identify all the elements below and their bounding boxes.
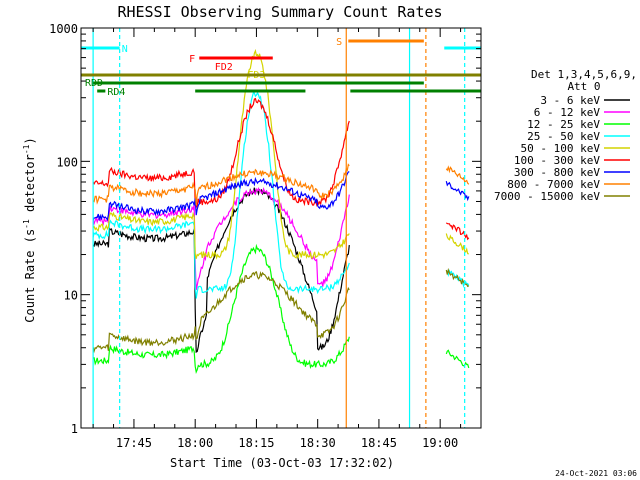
series-line <box>445 165 470 185</box>
flag-bar <box>97 89 106 93</box>
plot-area: NFFD2FD3SRDDRD4 <box>80 28 482 428</box>
x-axis: 17:45 18:00 18:15 18:30 18:45 19:00 <box>92 28 482 450</box>
series-line <box>92 91 350 299</box>
plot-frame <box>80 27 482 429</box>
legend-entry: 50 - 100 keV <box>521 142 601 155</box>
flag-bar <box>195 89 306 93</box>
series-line <box>445 267 470 288</box>
y-tick-label: 100 <box>56 155 78 169</box>
legend-entry: 6 - 12 keV <box>534 106 601 119</box>
legend-entry: 800 - 7000 keV <box>507 178 600 191</box>
legend-entry: 7000 - 15000 keV <box>494 190 600 203</box>
legend-title: Det 1,3,4,5,6,9, <box>531 68 637 81</box>
flag-label: RD4 <box>107 87 125 98</box>
y-tick-label: 1 <box>71 422 78 436</box>
series-line <box>92 48 350 260</box>
legend-entry: 12 - 25 keV <box>527 118 600 131</box>
flag-label: N <box>122 44 128 55</box>
series-line <box>445 222 470 241</box>
footer-timestamp: 24-Oct-2021 03:06 <box>555 469 637 478</box>
series-line <box>445 349 470 369</box>
flag-bar <box>350 89 481 93</box>
x-tick-label: 19:00 <box>422 436 458 450</box>
x-tick-label: 17:45 <box>116 436 152 450</box>
series-line <box>92 271 350 354</box>
flag-bar <box>93 81 424 85</box>
flag-label: S <box>336 37 342 48</box>
series-line <box>92 97 350 209</box>
flag-bar <box>444 46 481 50</box>
y-tick-label: 10 <box>64 289 78 303</box>
x-tick-label: 18:45 <box>361 436 397 450</box>
series-line <box>92 187 350 353</box>
flag-label: RDD <box>85 78 103 89</box>
flag-bar <box>80 46 120 50</box>
flag-bar <box>199 56 273 60</box>
legend-entry: 300 - 800 keV <box>514 166 600 179</box>
series-line <box>92 163 350 206</box>
series-line <box>92 243 350 375</box>
legend-title: Att 0 <box>567 80 600 93</box>
flag-bar <box>348 39 424 43</box>
series-line <box>445 233 469 255</box>
flag-label: FD2 <box>215 62 233 73</box>
legend-entry: 3 - 6 keV <box>540 94 600 107</box>
x-tick-label: 18:00 <box>177 436 213 450</box>
legend-entry: 25 - 50 keV <box>527 130 600 143</box>
series-line <box>445 181 470 202</box>
y-tick-label: 1000 <box>49 22 78 36</box>
flag-label: F <box>189 54 195 65</box>
x-tick-label: 18:30 <box>300 436 336 450</box>
x-axis-label: Start Time (03-Oct-03 17:32:02) <box>170 456 394 470</box>
flag-bar <box>80 73 482 77</box>
legend-entry: 100 - 300 keV <box>514 154 600 167</box>
x-tick-label: 18:15 <box>238 436 274 450</box>
y-axis: 1 10 100 1000 <box>49 22 481 436</box>
y-axis-label: Count Rate (s-1 detector-1) <box>22 137 37 322</box>
series-line <box>92 171 350 222</box>
chart-title: RHESSI Observing Summary Count Rates <box>117 3 442 21</box>
